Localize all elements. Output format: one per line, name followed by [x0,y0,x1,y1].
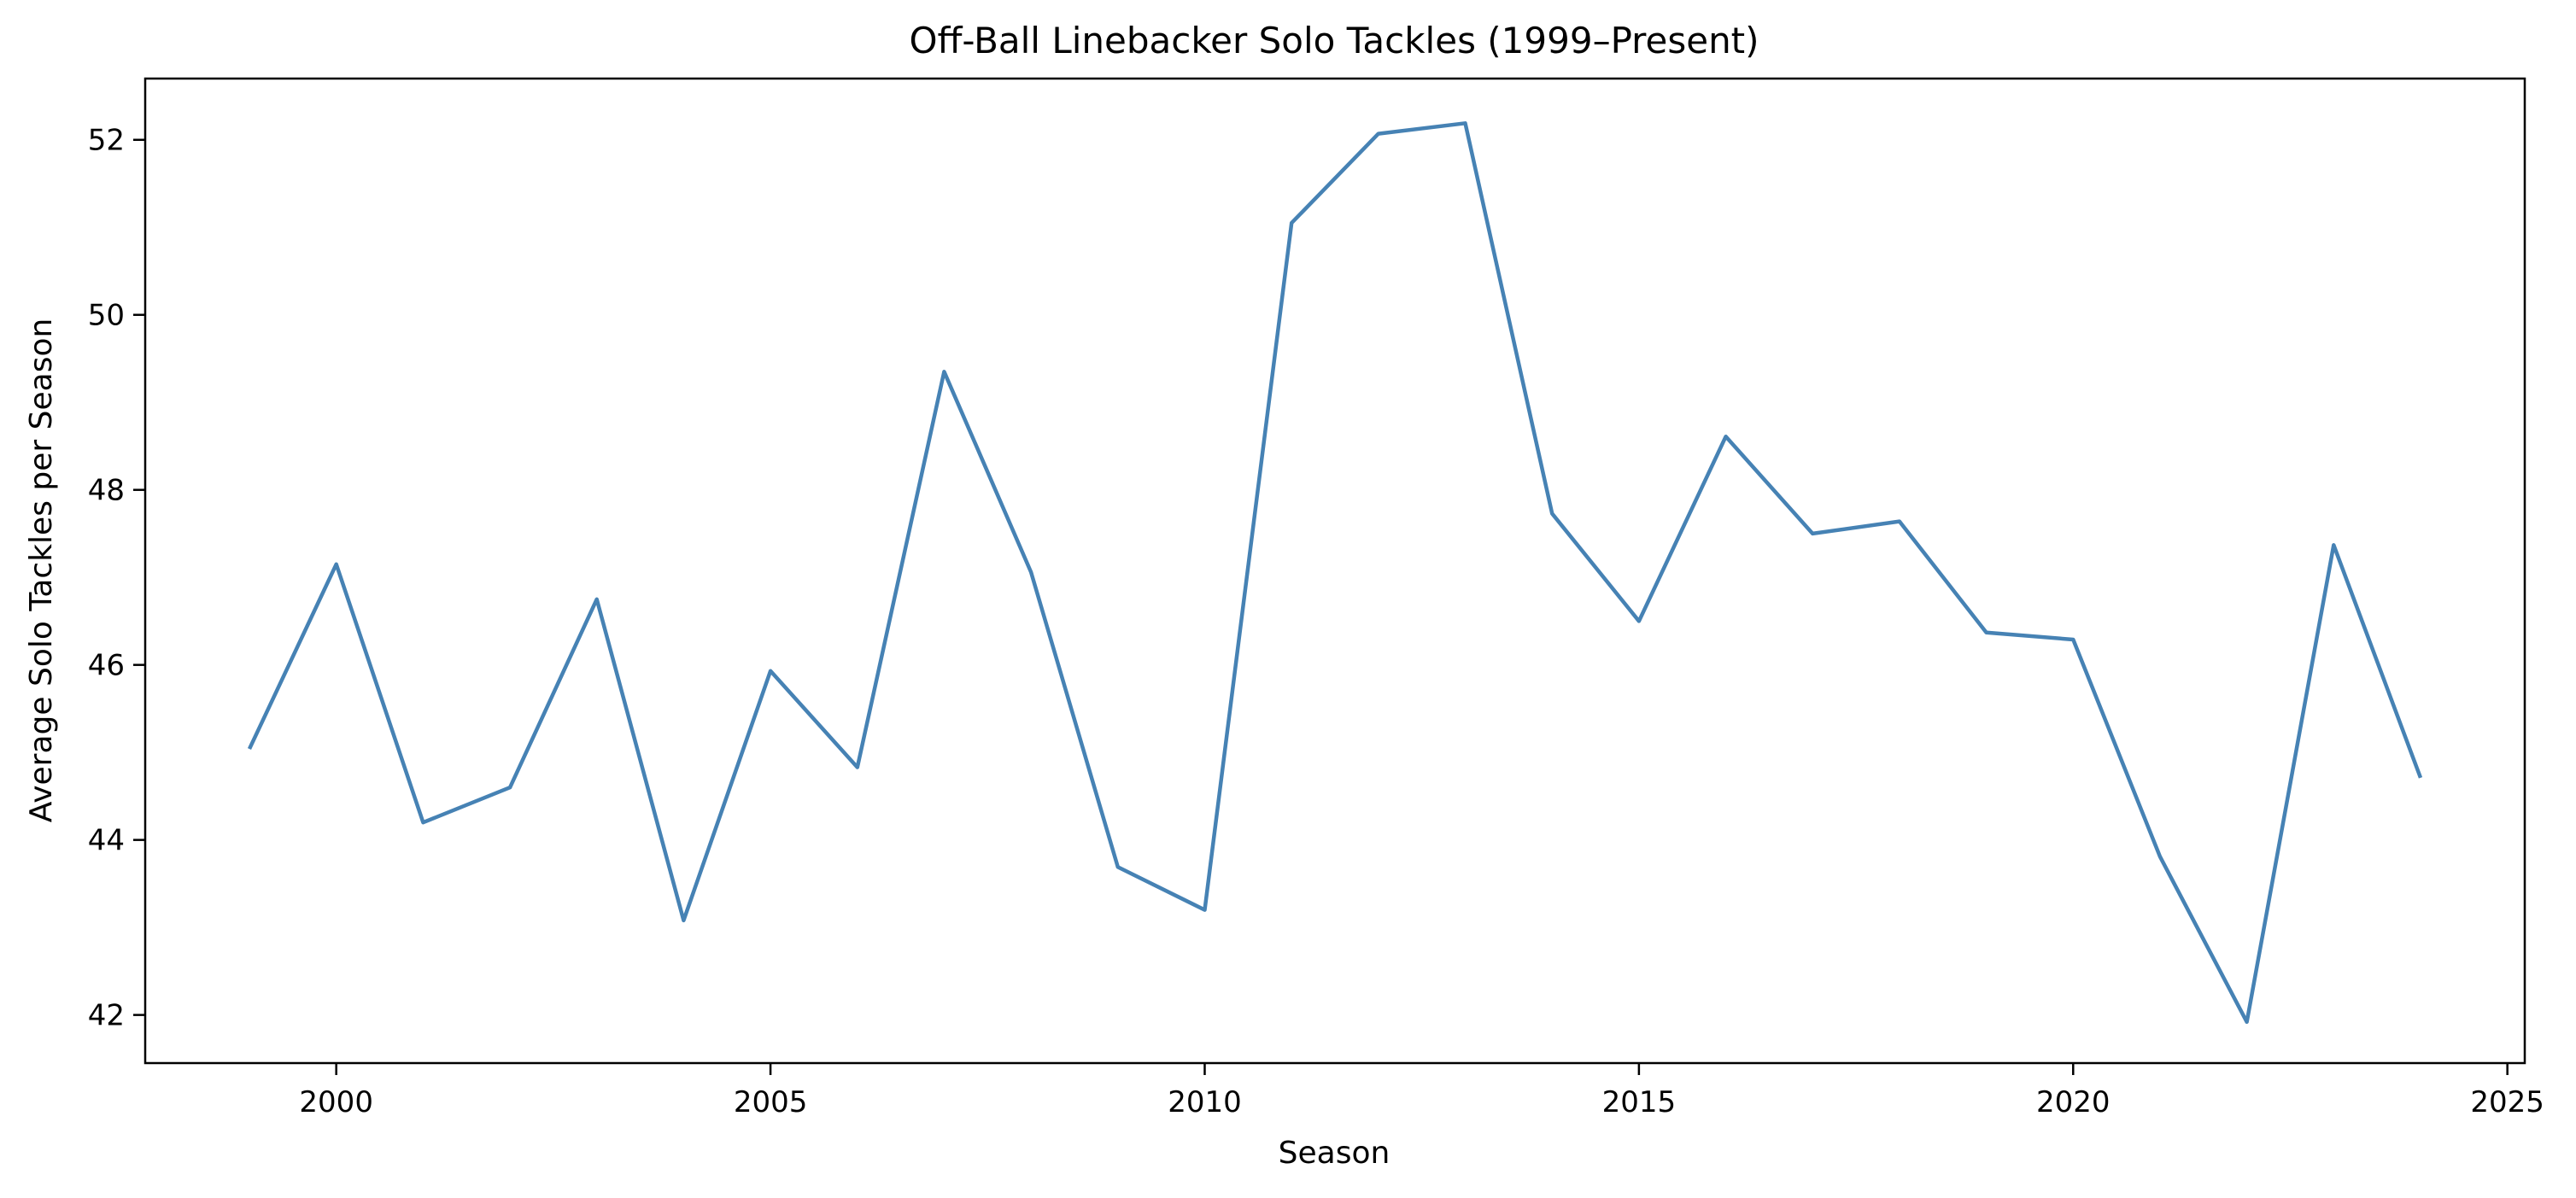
plot-area [247,121,2423,1025]
x-tick-label: 2015 [1602,1085,1677,1119]
x-axis: 2000 2005 2010 2015 2020 2025 [299,1063,2544,1119]
y-tick-label: 50 [88,299,125,333]
y-axis: 42 44 46 48 50 52 [88,124,145,1033]
y-tick-label: 48 [88,474,125,508]
y-tick-label: 44 [88,824,125,858]
chart-title: Off-Ball Linebacker Solo Tackles (1999–P… [909,20,1759,61]
x-tick-label: 2005 [734,1085,808,1119]
x-tick-label: 2025 [2470,1085,2544,1119]
y-tick-label: 42 [88,999,125,1033]
series-line-0 [247,121,2423,1025]
y-axis-label: Average Solo Tackles per Season [24,318,59,823]
x-axis-label: Season [1279,1136,1390,1171]
y-tick-label: 52 [88,124,125,158]
x-tick-label: 2000 [299,1085,373,1119]
x-tick-label: 2020 [2036,1085,2111,1119]
y-tick-label: 46 [88,649,125,683]
x-tick-label: 2010 [1168,1085,1242,1119]
plot-frame [143,77,2526,1065]
